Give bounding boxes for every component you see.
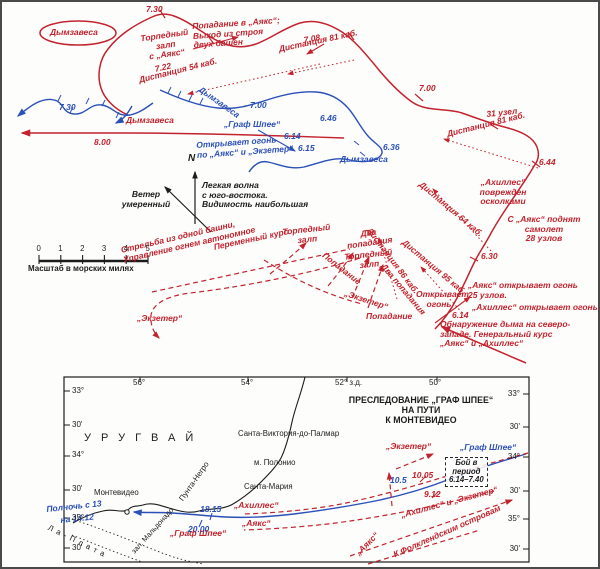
coastline — [72, 376, 306, 524]
map-label: Попадание — [366, 311, 413, 321]
frame-ticks — [64, 377, 529, 550]
place-label: м. Полонио — [254, 458, 296, 467]
map-label: 7.00 — [419, 83, 436, 93]
map-label: „Граф Шпее“ — [224, 119, 281, 129]
map-label: 7.30 — [59, 102, 76, 112]
battle-period-box: Бой в период 6.14–7.40 — [445, 457, 488, 488]
place-label: Монтевидео — [94, 488, 139, 497]
axis-label: 30' — [72, 420, 83, 429]
inset-title: ПРЕСЛЕДОВАНИЕ „ГРАФ ШПЕЕ“ НА ПУТИ К МОНТ… — [348, 395, 494, 425]
graf-spee-track — [16, 86, 383, 173]
axis-label: 56° — [133, 378, 146, 387]
map-label: Дымзавеса — [340, 154, 388, 164]
axis-label: 50° — [429, 378, 442, 387]
ship-label: „Ахиллес“ — [234, 500, 279, 510]
scale-tick-label: 1 — [58, 244, 63, 253]
inset-red-ticks — [419, 475, 439, 499]
ship-label: „Граф Шпее“ — [460, 442, 517, 452]
scale-tick-label: 3 — [101, 244, 107, 253]
ship-label: „Аякс“ — [242, 518, 271, 528]
map-label: Легкая волна с юго-востока. Видимость на… — [202, 180, 309, 210]
scale-bar — [38, 255, 149, 264]
track-0800-arrow — [20, 129, 345, 139]
map-label: 6.14 — [284, 131, 301, 141]
axis-label: 34° — [72, 450, 85, 459]
country-label: УРУГВАЙ — [84, 432, 204, 444]
map-label: 6.46 — [320, 113, 337, 123]
map-label: 10.5 — [390, 475, 407, 485]
axis-label: 35° — [507, 514, 520, 523]
place-label: Санта-Мария — [244, 482, 293, 491]
scale-tick-label: 2 — [80, 244, 85, 253]
map-label: „Экзетер“ — [137, 313, 183, 323]
map-label: 6.36 — [383, 142, 400, 152]
map-label: 8.00 — [94, 137, 111, 147]
map-label: „Ахиллес“ поврежден осколками — [479, 177, 527, 207]
map-label: 6.30 — [481, 251, 498, 261]
map-label: 7.30 — [146, 4, 163, 14]
ship-label: „Граф Шпее“ — [170, 528, 227, 538]
map-label: 7.00 — [250, 100, 267, 110]
inset-frame — [63, 376, 530, 563]
map-label: 18.15 — [200, 504, 222, 514]
ajax-inset-track — [243, 490, 495, 531]
map-label: Дымзавеса — [126, 115, 174, 125]
axis-label: 35° — [72, 513, 85, 522]
distance-arrows — [187, 59, 539, 317]
map-label: 9.12 — [424, 489, 441, 499]
axis-label: 30' — [72, 543, 83, 552]
map-label: N — [188, 153, 196, 164]
axis-label: 30' — [509, 544, 520, 553]
map-label: „Аякс“ открывает огонь 25 узлов. — [468, 280, 578, 300]
ship-label: „Экзетер“ — [386, 441, 432, 451]
exeter-track — [150, 257, 361, 339]
time-ticks — [159, 9, 541, 262]
leader-arrows — [192, 36, 471, 324]
axis-label: 54° — [241, 378, 254, 387]
axis-label: 30' — [509, 486, 520, 495]
map-label: 10.05 — [412, 470, 434, 480]
exeter-inset-track — [386, 471, 393, 507]
axis-label: 30' — [72, 484, 83, 493]
place-label: Санта-Виктория-до-Палмар — [238, 429, 340, 438]
map-label: 6.14 — [452, 310, 469, 320]
map-label: С „Аякс“ поднят самолет 28 узлов — [507, 214, 581, 244]
general-course-arrow — [440, 326, 527, 364]
map-label: „Ахиллес“ открывает огонь — [472, 302, 598, 312]
scale-tick-label: 0 — [36, 244, 41, 253]
inset-time-ticks — [198, 512, 213, 528]
map-label: Попадание в „Аякс“; Выход из строя двух … — [191, 14, 281, 50]
british-main-track — [98, 13, 540, 330]
map-label: 20.00 — [188, 524, 210, 534]
smoke-hatch-ticks — [57, 86, 366, 157]
axis-label: 33° — [507, 389, 520, 398]
scale-tick-label: 4 — [123, 244, 129, 253]
map-label: 6.44 — [539, 157, 556, 167]
graf-spee-main-track — [159, 89, 383, 173]
annotations — [38, 170, 212, 264]
axis-label: 33° — [72, 386, 85, 395]
shoal-lines — [67, 517, 205, 565]
montevideo-marker — [124, 509, 130, 515]
axis-label: 34° — [507, 452, 520, 461]
scale-tick-label: 5 — [145, 244, 150, 253]
map-label: 6.15 — [298, 143, 315, 153]
battle-manoeuvres — [150, 242, 384, 339]
map-label: Дымзавеса — [50, 27, 98, 37]
smoke-screen-oval — [39, 20, 117, 46]
axis-label: 52° з.д. — [335, 378, 363, 387]
map-label: Открывает огонь — [416, 289, 469, 309]
british-track — [20, 9, 541, 364]
axis-label: 30' — [509, 422, 520, 431]
graf-spee-west-track — [16, 98, 154, 117]
map-label: Масштаб в морских милях — [28, 264, 134, 273]
wind-arrow — [164, 186, 212, 233]
map-label: Ветер умеренный — [121, 189, 171, 209]
map-label: Обнаружение дыма на северо- западе. Гене… — [440, 319, 571, 349]
